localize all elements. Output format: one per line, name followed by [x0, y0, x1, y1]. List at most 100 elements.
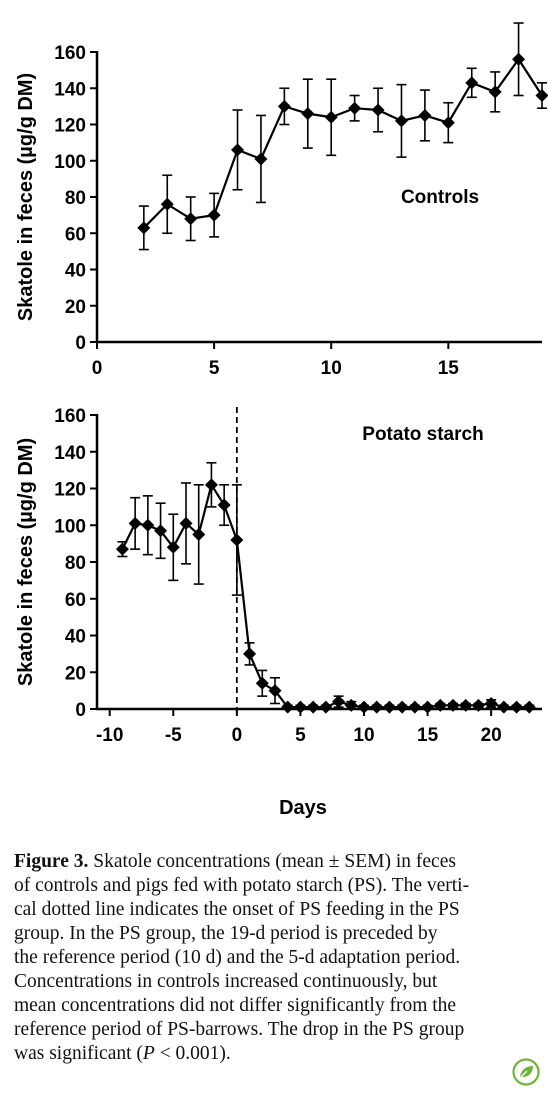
- data-point: [371, 103, 385, 117]
- x-tick-label: 5: [295, 725, 306, 746]
- x-tick-label: 0: [92, 358, 103, 379]
- data-point: [394, 114, 408, 128]
- data-point: [421, 700, 435, 714]
- potato-starch-chart: 0 20 40 60 80 100 120 140 160 -10 -5 0 5 10 15 20 Skatol…: [15, 406, 542, 819]
- y-tick-label: 140: [54, 79, 86, 100]
- data-point: [465, 76, 479, 90]
- data-point: [459, 698, 473, 712]
- x-tick-label: 15: [417, 725, 439, 746]
- y-tick-label: 60: [65, 224, 86, 245]
- data-point: [446, 698, 460, 712]
- data-point: [306, 700, 320, 714]
- data-point: [230, 533, 244, 547]
- caption-line: Skatole concentrations (mean ± SEM) in f…: [88, 851, 456, 872]
- y-tick-label: 160: [54, 43, 86, 64]
- panel-title: Potato starch: [362, 424, 483, 445]
- figure-caption: Figure 3. Skatole concentrations (mean ±…: [14, 850, 534, 1066]
- series-line: [143, 57, 543, 229]
- caption-line: cal dotted line indicates the onset of P…: [14, 899, 460, 920]
- caption-line: < 0.001).: [154, 1043, 231, 1064]
- y-axis-label: Skatole in feces (µg/g DM): [15, 438, 37, 686]
- leaf-logo-icon: [512, 1058, 540, 1086]
- x-tick-label: 5: [209, 358, 220, 379]
- x-tick-label: 0: [232, 725, 243, 746]
- x-tick-label: 10: [353, 725, 374, 746]
- caption-line: group. In the PS group, the 19-d period …: [14, 923, 438, 944]
- x-axis-label: Days: [279, 797, 327, 819]
- data-point: [319, 700, 333, 714]
- x-tick-label: 20: [481, 725, 502, 746]
- data-point: [243, 647, 257, 661]
- data-point: [141, 518, 155, 532]
- data-point: [179, 516, 193, 530]
- data-point: [408, 700, 422, 714]
- y-tick-label: 100: [54, 516, 86, 537]
- data-point: [293, 700, 307, 714]
- caption-line: mean concentrations did not differ signi…: [14, 995, 457, 1016]
- y-tick-label: 20: [65, 297, 86, 318]
- data-point: [231, 143, 245, 157]
- y-tick-label: 120: [54, 116, 86, 137]
- series-line: [121, 482, 530, 709]
- data-point: [471, 698, 485, 712]
- y-tick-label: 0: [75, 700, 86, 721]
- data-point: [512, 52, 526, 66]
- y-tick-label: 80: [65, 553, 86, 574]
- x-tick-label: 15: [438, 358, 460, 379]
- controls-chart: 0 20 40 60 80 100 120 140 160 0 5 10 15 Skatole in fe…: [15, 22, 548, 379]
- data-point: [433, 698, 447, 712]
- data-point: [370, 700, 384, 714]
- figure-label: Figure 3.: [14, 851, 89, 872]
- data-point: [255, 676, 269, 690]
- data-point: [268, 684, 282, 698]
- data-point: [301, 107, 315, 121]
- y-tick-label: 60: [65, 590, 86, 611]
- caption-line: the reference period (10 d) and the 5-d …: [14, 947, 461, 968]
- y-axis-label: Skatole in feces (µg/g DM): [15, 73, 37, 321]
- data-point: [128, 516, 142, 530]
- data-point: [522, 700, 536, 714]
- data-point: [154, 524, 168, 538]
- data-point: [497, 700, 511, 714]
- panel-title: Controls: [401, 187, 479, 208]
- data-point: [192, 527, 206, 541]
- data-point: [535, 89, 548, 102]
- data-point: [217, 498, 231, 512]
- y-tick-label: 120: [54, 480, 86, 501]
- caption-line: of controls and pigs fed with potato sta…: [14, 875, 470, 896]
- data-point: [137, 221, 151, 235]
- data-point: [332, 695, 346, 709]
- data-point: [441, 116, 455, 130]
- y-tick-label: 40: [65, 261, 86, 282]
- data-point: [357, 700, 371, 714]
- data-point: [324, 110, 338, 124]
- y-tick-label: 140: [54, 443, 86, 464]
- data-point: [510, 700, 524, 714]
- data-point: [184, 212, 198, 226]
- caption-p-symbol: P: [142, 1043, 155, 1064]
- data-point: [166, 540, 180, 554]
- y-tick-label: 0: [75, 333, 86, 354]
- data-point: [207, 208, 221, 222]
- data-point: [348, 101, 362, 115]
- y-tick-label: 20: [65, 663, 86, 684]
- data-point: [484, 696, 498, 710]
- data-point: [115, 542, 129, 556]
- data-point: [382, 700, 396, 714]
- data-point: [254, 152, 268, 166]
- x-tick-label: -10: [96, 725, 123, 746]
- data-point: [281, 700, 295, 714]
- data-point: [277, 99, 291, 113]
- data-point: [488, 85, 502, 99]
- y-tick-label: 160: [54, 406, 86, 427]
- caption-line: Concentrations in controls increased con…: [14, 971, 438, 992]
- x-tick-label: -5: [165, 725, 182, 746]
- y-tick-label: 100: [54, 152, 86, 173]
- y-tick-label: 80: [65, 188, 86, 209]
- data-point: [395, 700, 409, 714]
- x-tick-label: 10: [321, 358, 342, 379]
- data-point: [344, 698, 358, 712]
- data-point: [204, 478, 218, 492]
- y-tick-label: 40: [65, 627, 86, 648]
